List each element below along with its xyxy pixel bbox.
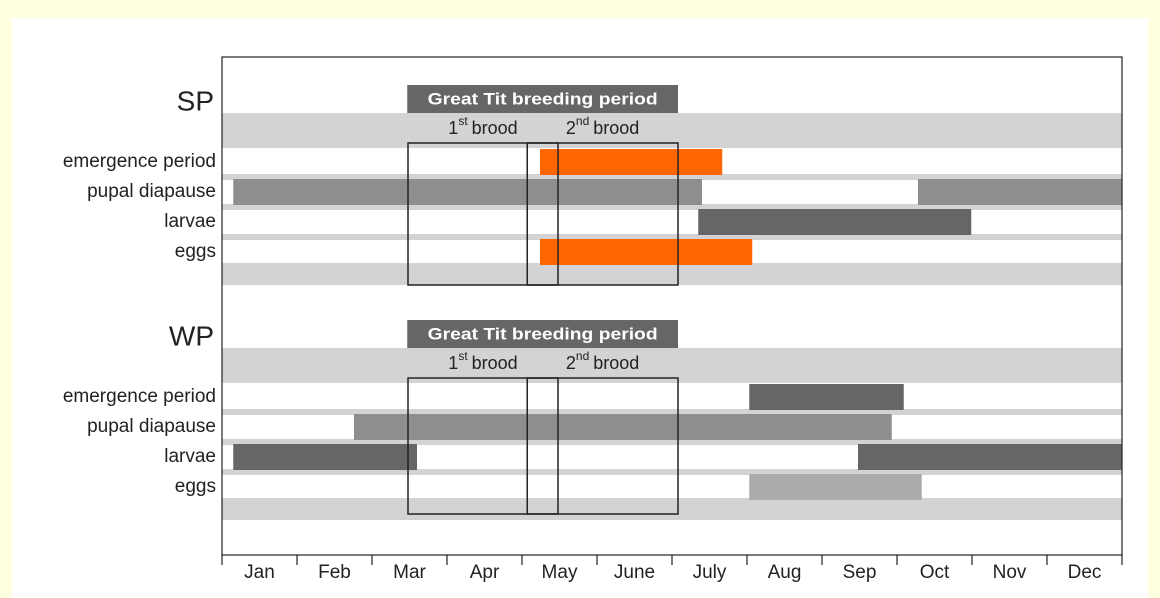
brood-word: brood xyxy=(593,118,639,138)
panel-label: WP xyxy=(169,320,214,351)
x-tick-label: Apr xyxy=(470,562,500,583)
brood-ordinal: 1 xyxy=(448,353,458,373)
brood-box xyxy=(407,142,559,286)
brood-suffix: st xyxy=(458,114,468,128)
row-label: eggs xyxy=(175,241,216,262)
brood-word: brood xyxy=(593,353,639,373)
row-label: pupal diapause xyxy=(87,416,216,437)
x-tick-label: Feb xyxy=(318,562,351,583)
band xyxy=(222,113,1122,148)
brood-box xyxy=(526,142,679,286)
band xyxy=(222,234,1122,240)
brood-word: brood xyxy=(472,118,518,138)
x-tick-label: Sep xyxy=(843,562,877,583)
brood-ordinal: 1 xyxy=(448,118,458,138)
band xyxy=(222,174,1122,180)
header-box xyxy=(407,85,678,113)
brood-label: 1st brood xyxy=(448,349,517,373)
x-tick-label: Dec xyxy=(1068,562,1102,583)
bar xyxy=(540,149,723,175)
brood-suffix: nd xyxy=(576,349,589,363)
brood-box xyxy=(526,377,679,515)
brood-suffix: nd xyxy=(576,114,589,128)
band xyxy=(222,204,1122,210)
band xyxy=(222,409,1122,415)
brood-ordinal: 2 xyxy=(566,353,576,373)
bar xyxy=(233,444,417,470)
x-tick-label: Oct xyxy=(920,562,950,583)
row-label: emergence period xyxy=(63,386,216,407)
band xyxy=(222,263,1122,285)
band xyxy=(222,439,1122,445)
x-tick-label: July xyxy=(693,562,727,583)
brood-label: 1st brood xyxy=(448,114,517,138)
panel-label: SP xyxy=(177,85,214,116)
header-text: Great Tit breeding period xyxy=(428,324,658,343)
band xyxy=(222,469,1122,475)
row-label: emergence period xyxy=(63,151,216,172)
brood-box xyxy=(407,377,559,515)
bar xyxy=(749,474,922,500)
band xyxy=(222,498,1122,520)
x-tick-label: June xyxy=(614,562,655,583)
bar xyxy=(540,239,753,265)
brood-label: 2nd brood xyxy=(566,349,639,373)
row-label: larvae xyxy=(164,446,216,467)
x-tick-label: Jan xyxy=(244,562,275,583)
x-tick-label: Mar xyxy=(393,562,426,583)
bar xyxy=(918,179,1122,205)
row-label: eggs xyxy=(175,476,216,497)
bar xyxy=(698,209,972,235)
brood-ordinal: 2 xyxy=(566,118,576,138)
header-box xyxy=(407,320,678,348)
x-tick-label: Nov xyxy=(993,562,1027,583)
bar xyxy=(233,179,702,205)
band xyxy=(222,348,1122,383)
bar xyxy=(749,384,904,410)
x-tick-label: May xyxy=(542,562,578,583)
brood-suffix: st xyxy=(458,349,468,363)
x-tick-label: Aug xyxy=(768,562,802,583)
bar xyxy=(354,414,892,440)
bar xyxy=(858,444,1122,470)
header-text: Great Tit breeding period xyxy=(428,89,658,108)
row-label: larvae xyxy=(164,211,216,232)
brood-word: brood xyxy=(472,353,518,373)
brood-label: 2nd brood xyxy=(566,114,639,138)
row-label: pupal diapause xyxy=(87,181,216,202)
